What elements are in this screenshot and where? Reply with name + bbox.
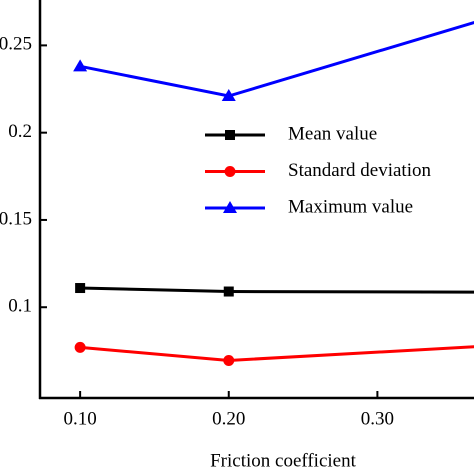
y-tick-label: 0.25: [0, 34, 32, 55]
x-axis-label: Friction coefficient: [210, 450, 357, 471]
marker: [75, 283, 86, 294]
marker: [74, 341, 86, 353]
marker: [225, 130, 235, 140]
y-tick-label: 0.1: [8, 296, 32, 317]
x-tick-label: 0.20: [212, 408, 245, 429]
y-tick-label: 0.15: [0, 208, 32, 229]
legend-label: Standard deviation: [288, 160, 431, 181]
series-line: [79, 345, 474, 362]
series-line: [79, 20, 474, 98]
legend-label: Mean value: [288, 123, 377, 144]
marker: [223, 354, 235, 366]
marker: [221, 89, 236, 102]
marker: [223, 286, 234, 297]
y-tick-label: 0.2: [8, 121, 32, 142]
marker: [223, 201, 237, 213]
series-line: [80, 286, 474, 294]
x-tick-label: 0.30: [361, 408, 394, 429]
marker: [224, 166, 236, 177]
legend-label: Maximum value: [288, 196, 413, 217]
x-tick-label: 0.10: [64, 408, 97, 429]
marker: [73, 59, 88, 72]
